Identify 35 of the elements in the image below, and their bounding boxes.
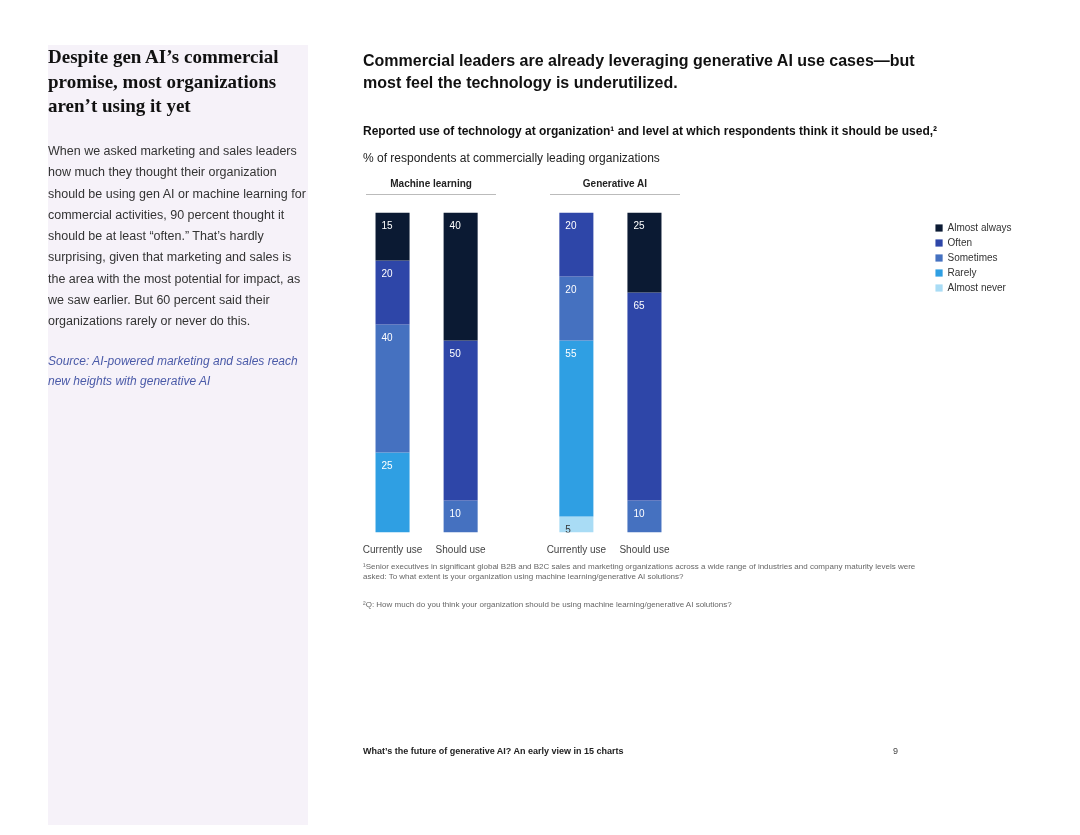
data-label: 40 xyxy=(381,331,394,343)
data-label: 50 xyxy=(449,347,462,359)
data-label: 20 xyxy=(381,267,394,279)
chart-title: Commercial leaders are already leveraging generative AI use cases—but most feel the technology is underutilized. xyxy=(363,51,916,94)
chart-subtitle: Reported use of technology at organization¹ and level at which respondents think it should be used,² xyxy=(363,122,938,140)
x-tick-label: Currently use xyxy=(362,543,423,555)
data-label: 25 xyxy=(381,459,394,471)
text: 9 xyxy=(893,744,899,758)
data-label: 10 xyxy=(633,507,645,519)
data-label: 55 xyxy=(565,347,577,359)
data-label: 20 xyxy=(565,219,577,231)
text: ¹Senior executives in significant global B2B and B2C sales and marketing organizations across a wide range of industries and company maturity levels were asked: To what extent is your organization using machine learning/generative AI solutions? xyxy=(363,562,917,583)
x-tick-label: Currently use xyxy=(546,543,607,555)
data-label: 20 xyxy=(565,283,577,295)
text: Generative AI xyxy=(550,177,680,196)
data-label: 65 xyxy=(633,299,645,311)
text: When we asked marketing and sales leaders how much they thought their organization should be using gen AI or machine learning for commercial activities, 90 percent thought it should be at least “often.” That’s hardly surprising, given that marketing and sales is the area with the most potential for impact, as we saw earlier. But 60 percent said their organizations rarely or never do this. xyxy=(48,144,306,329)
data-label: 10 xyxy=(449,507,462,519)
legend-label: Rarely xyxy=(947,267,977,279)
legend-label: Often xyxy=(947,237,973,249)
text: Despite gen AI’s commercial promise, most organizations aren’t using it yet xyxy=(48,45,280,119)
source-note: Source: AI-powered marketing and sales reach new heights with generative AI xyxy=(48,353,299,390)
text: What’s the future of generative AI? An early view in 15 charts xyxy=(363,744,624,758)
data-label: 25 xyxy=(633,219,645,231)
legend-label: Sometimes xyxy=(947,252,998,264)
data-label: 5 xyxy=(565,523,572,535)
text: ²Q: How much do you think your organization should be using machine learning/generative AI solutions? xyxy=(363,599,732,610)
x-tick-label: Should use xyxy=(619,543,670,555)
legend-label: Almost never xyxy=(947,282,1006,294)
data-label: 40 xyxy=(449,219,462,231)
text: Machine learning xyxy=(366,177,496,196)
legend-label: Almost always xyxy=(947,222,1012,234)
text: % of respondents at commercially leading organizations xyxy=(363,149,660,167)
x-tick-label: Should use xyxy=(435,543,487,555)
data-label: 15 xyxy=(381,219,394,231)
